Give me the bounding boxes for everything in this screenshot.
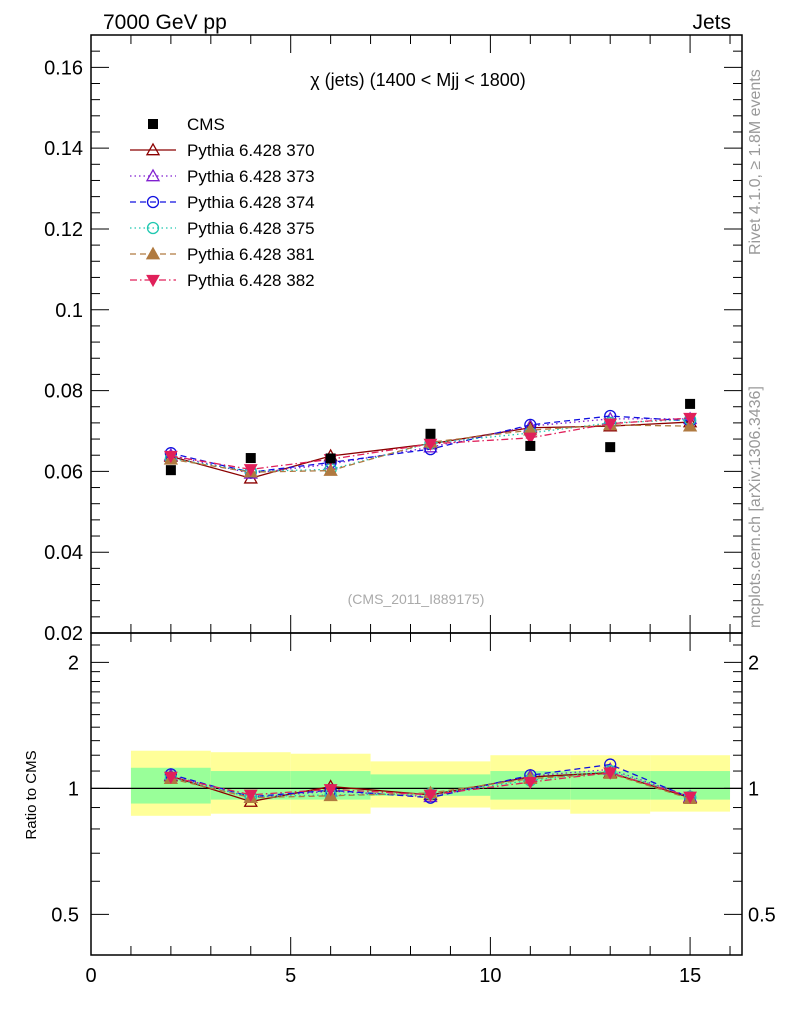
legend-marker xyxy=(145,168,161,182)
ratio-series-point xyxy=(323,784,338,797)
series-point xyxy=(523,432,538,445)
ratio-ylabel: Ratio to CMS xyxy=(23,750,40,839)
y-tick-label: 0.1 xyxy=(55,300,83,322)
ratio-frame xyxy=(90,632,743,956)
legend-marker xyxy=(145,142,161,156)
header-left: 7000 GeV pp xyxy=(103,11,227,34)
legend-marker xyxy=(145,246,161,260)
x-tick-label: 15 xyxy=(679,965,701,987)
series-point xyxy=(163,450,178,464)
ratio-series-point xyxy=(603,767,618,780)
x-tick-label: 5 xyxy=(285,965,296,987)
legend-label: Pythia 6.428 381 xyxy=(187,245,315,264)
header-right: Jets xyxy=(692,11,731,34)
y-tick-label: 0.02 xyxy=(44,623,83,645)
ratio-y-tick-label: 2 xyxy=(68,652,79,674)
y-tick-label: 0.06 xyxy=(44,461,83,483)
ratio-panel: Ratio to CMS 0 5 10 15 0.5 0.5 1 1 2 2 xyxy=(23,632,776,987)
ratio-y-tick-label-right: 1 xyxy=(748,778,759,800)
series-point xyxy=(682,418,698,432)
legend-label: Pythia 6.428 373 xyxy=(187,167,315,186)
series-point xyxy=(243,464,258,477)
y-tick-label: 0.04 xyxy=(44,542,83,564)
data-point xyxy=(165,465,176,476)
legend-label: Pythia 6.428 375 xyxy=(187,219,315,238)
ratio-y-tick-label-right: 2 xyxy=(748,652,759,674)
legend: CMS Pythia 6.428 370 Pythia 6.428 373 Pythi… xyxy=(130,115,315,290)
data-point xyxy=(425,428,436,439)
ratio-y-tick-label-right: 0.5 xyxy=(748,904,776,926)
legend-label: Pythia 6.428 370 xyxy=(187,141,315,160)
ratio-series-point xyxy=(683,791,697,804)
ratio-series-point xyxy=(163,771,178,784)
legend-label: Pythia 6.428 374 xyxy=(187,193,315,212)
series-point xyxy=(683,412,697,426)
legend-marker xyxy=(146,195,160,209)
x-tick-label: 0 xyxy=(85,965,96,987)
watermark: (CMS_2011_I889175) xyxy=(348,591,485,607)
data-point xyxy=(605,442,616,453)
ratio-y-tick-label: 1 xyxy=(68,778,79,800)
data-point xyxy=(245,453,256,464)
data-point xyxy=(685,398,696,409)
legend-marker xyxy=(146,274,160,288)
ratio-y-tick-label: 0.5 xyxy=(51,904,79,926)
series-point xyxy=(423,438,438,451)
ratio-series-point xyxy=(423,789,438,802)
legend-label: Pythia 6.428 382 xyxy=(187,271,315,290)
ratio-series-point xyxy=(243,789,258,802)
y-tick-label: 0.08 xyxy=(44,381,83,403)
data-point xyxy=(525,440,536,451)
rivet-label: Rivet 4.1.0, ≥ 1.8M events xyxy=(747,69,764,255)
data-point xyxy=(325,453,336,464)
y-tick-label: 0.14 xyxy=(44,138,83,160)
mcplots-label: mcplots.cern.ch [arXiv:1306.3436] xyxy=(747,386,764,628)
series-point xyxy=(603,418,618,431)
y-tick-label: 0.16 xyxy=(44,57,83,79)
legend-marker xyxy=(148,119,158,129)
y-tick-label: 0.12 xyxy=(44,219,83,241)
legend-label: CMS xyxy=(187,115,225,134)
ratio-series-point xyxy=(523,776,538,790)
series-point xyxy=(323,463,338,476)
x-tick-label: 10 xyxy=(479,965,501,987)
legend-marker xyxy=(146,221,160,235)
chart-title: χ (jets) (1400 < Mjj < 1800) xyxy=(310,70,526,90)
